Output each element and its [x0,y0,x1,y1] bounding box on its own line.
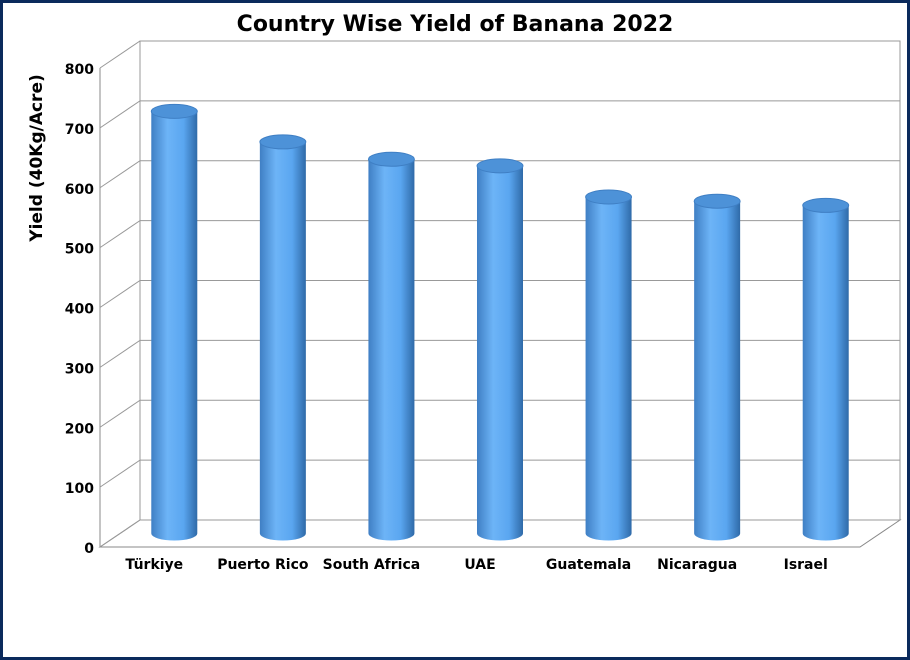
y-tick-label: 300 [65,361,94,377]
grid-line [99,220,900,249]
x-tick-label: South Africa [323,557,421,573]
y-axis-label: Yield (40Kg/Acre) [27,74,47,242]
chart: Country Wise Yield of Banana 2022 Yield … [27,12,902,573]
y-tick-label: 800 [65,62,94,78]
y-tick-label: 700 [65,122,94,138]
bar-top [585,189,633,205]
x-tick-label: Türkiye [125,557,183,573]
bar [259,134,307,541]
bar-top [693,193,741,209]
bar [367,151,415,541]
bar-body [802,205,849,541]
bar-body [259,141,306,541]
bar [476,158,524,541]
bar [150,103,198,541]
grid-line [99,339,900,368]
chart-title: Country Wise Yield of Banana 2022 [237,12,674,37]
bar-body [694,201,741,541]
y-tick-label: 200 [65,421,94,437]
bar-top [367,151,415,167]
bar-top [259,134,307,150]
grid-line [99,40,900,69]
x-tick-label: Puerto Rico [217,557,309,573]
y-tick-label: 600 [65,182,94,198]
bar-body [368,159,415,541]
grid-line [99,399,900,428]
x-tick-label: UAE [464,557,495,573]
x-tick-label: Israel [784,557,828,573]
x-tick-label: Nicaragua [657,557,737,573]
bar-top [150,103,198,119]
bar-top [476,158,524,174]
bar [585,189,633,541]
x-tick-label: Guatemala [546,557,631,573]
bar-body [585,197,632,541]
grid-line [99,160,900,189]
grid-line [99,459,900,488]
bar [802,197,850,541]
y-tick-label: 100 [65,481,94,497]
y-tick-label: 400 [65,302,94,318]
y-tick-label: 500 [65,242,94,258]
y-tick-label: 0 [84,541,94,557]
grid-line [99,100,900,129]
bar-body [477,165,523,541]
grid-line [99,280,900,308]
bar-body [151,111,198,541]
bar [693,193,741,541]
bar-top [802,197,850,213]
grid-line [99,519,900,548]
